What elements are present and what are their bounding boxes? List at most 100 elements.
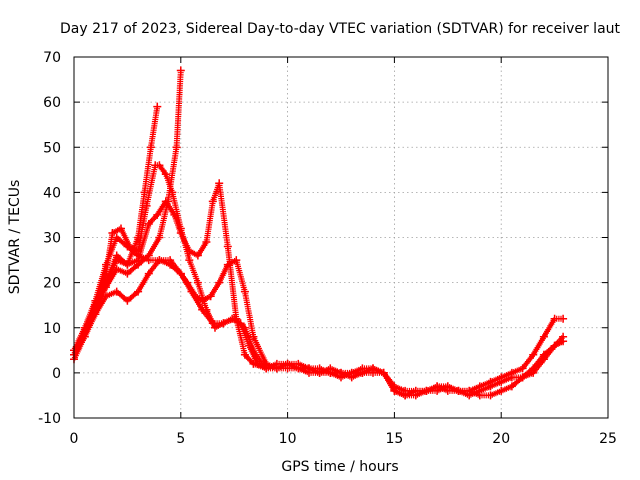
data-point bbox=[486, 382, 495, 391]
data-point bbox=[215, 278, 224, 287]
x-tick-label: 15 bbox=[385, 431, 403, 447]
data-point bbox=[240, 323, 249, 332]
data-point bbox=[465, 386, 474, 395]
data-point bbox=[443, 382, 452, 391]
x-tick-label: 10 bbox=[279, 431, 297, 447]
data-point bbox=[164, 197, 172, 206]
x-tick-labels: 0 5 10 15 20 25 bbox=[70, 431, 617, 447]
x-tick-label: 0 bbox=[70, 431, 79, 447]
data-point bbox=[155, 256, 164, 265]
y-tick-label: -10 bbox=[38, 411, 61, 427]
data-point bbox=[153, 102, 162, 111]
y-tick-label: 60 bbox=[43, 95, 61, 111]
data-point bbox=[305, 364, 313, 373]
data-point bbox=[170, 210, 179, 219]
y-tick-labels: -10 0 10 20 30 40 50 60 70 bbox=[38, 50, 61, 427]
x-tick-label: 5 bbox=[176, 431, 185, 447]
data-point bbox=[208, 319, 217, 328]
series-layer bbox=[70, 66, 568, 400]
data-point bbox=[507, 382, 516, 391]
series-line bbox=[73, 182, 564, 396]
series-track-6 bbox=[70, 256, 271, 373]
data-point bbox=[486, 391, 495, 400]
y-tick-label: 20 bbox=[43, 276, 61, 292]
data-point bbox=[358, 364, 367, 373]
data-point bbox=[223, 242, 232, 251]
data-point bbox=[539, 355, 548, 364]
y-tick-label: 70 bbox=[43, 50, 61, 66]
data-point bbox=[155, 161, 164, 170]
data-point bbox=[390, 386, 399, 395]
data-point bbox=[193, 251, 202, 260]
data-point bbox=[176, 229, 185, 237]
data-point bbox=[193, 278, 202, 287]
data-point bbox=[112, 287, 121, 296]
data-point bbox=[272, 359, 281, 368]
y-tick-label: 10 bbox=[43, 321, 61, 337]
data-point bbox=[497, 386, 506, 395]
data-point bbox=[518, 373, 527, 382]
data-point bbox=[123, 242, 132, 251]
data-point bbox=[507, 373, 516, 382]
x-tick-label: 20 bbox=[492, 431, 510, 447]
data-point bbox=[112, 233, 121, 242]
data-point bbox=[379, 368, 388, 377]
data-point bbox=[140, 188, 149, 197]
data-point bbox=[123, 260, 132, 269]
y-tick-label: 40 bbox=[43, 185, 61, 201]
data-point bbox=[230, 314, 239, 323]
data-point bbox=[215, 179, 224, 188]
data-point bbox=[369, 364, 377, 373]
data-point bbox=[294, 364, 303, 373]
data-point bbox=[117, 224, 125, 233]
data-point bbox=[187, 287, 196, 296]
x-axis-title: GPS time / hours bbox=[281, 459, 398, 475]
data-point bbox=[559, 314, 568, 323]
data-point bbox=[108, 229, 117, 237]
data-point bbox=[134, 287, 143, 296]
data-point bbox=[262, 364, 271, 373]
data-point bbox=[497, 377, 506, 386]
data-point bbox=[550, 314, 559, 323]
chart-title: Day 217 of 2023, Sidereal Day-to-day VTE… bbox=[60, 21, 621, 37]
data-point bbox=[155, 233, 164, 242]
data-point bbox=[102, 278, 110, 287]
data-point bbox=[202, 238, 211, 246]
data-point bbox=[166, 256, 175, 265]
data-point bbox=[172, 143, 181, 152]
data-point bbox=[283, 359, 292, 368]
data-point bbox=[240, 287, 249, 296]
data-point bbox=[337, 368, 345, 377]
y-tick-label: 0 bbox=[52, 366, 61, 382]
data-point bbox=[134, 233, 143, 242]
data-point bbox=[315, 368, 324, 377]
data-point bbox=[529, 368, 538, 377]
data-point bbox=[411, 391, 420, 400]
data-point bbox=[422, 386, 431, 395]
data-point bbox=[249, 359, 258, 368]
data-point bbox=[91, 310, 100, 319]
data-point bbox=[185, 247, 194, 255]
data-point bbox=[102, 260, 110, 269]
data-point bbox=[232, 256, 241, 265]
data-point bbox=[134, 260, 143, 269]
data-point bbox=[550, 341, 559, 350]
data-point bbox=[176, 66, 185, 75]
data-point bbox=[102, 292, 110, 301]
y-tick-label: 30 bbox=[43, 231, 61, 247]
data-point bbox=[144, 220, 153, 228]
data-point bbox=[144, 251, 153, 260]
data-point bbox=[123, 296, 132, 305]
y-tick-label: 50 bbox=[43, 140, 61, 156]
data-point bbox=[123, 269, 132, 278]
data-point bbox=[559, 337, 568, 346]
data-point bbox=[153, 210, 162, 219]
data-point bbox=[80, 332, 89, 341]
data-point bbox=[433, 386, 442, 395]
data-point bbox=[198, 305, 207, 314]
data-point bbox=[539, 332, 548, 341]
data-point bbox=[518, 364, 527, 373]
data-point bbox=[529, 350, 538, 359]
data-point bbox=[347, 368, 356, 377]
